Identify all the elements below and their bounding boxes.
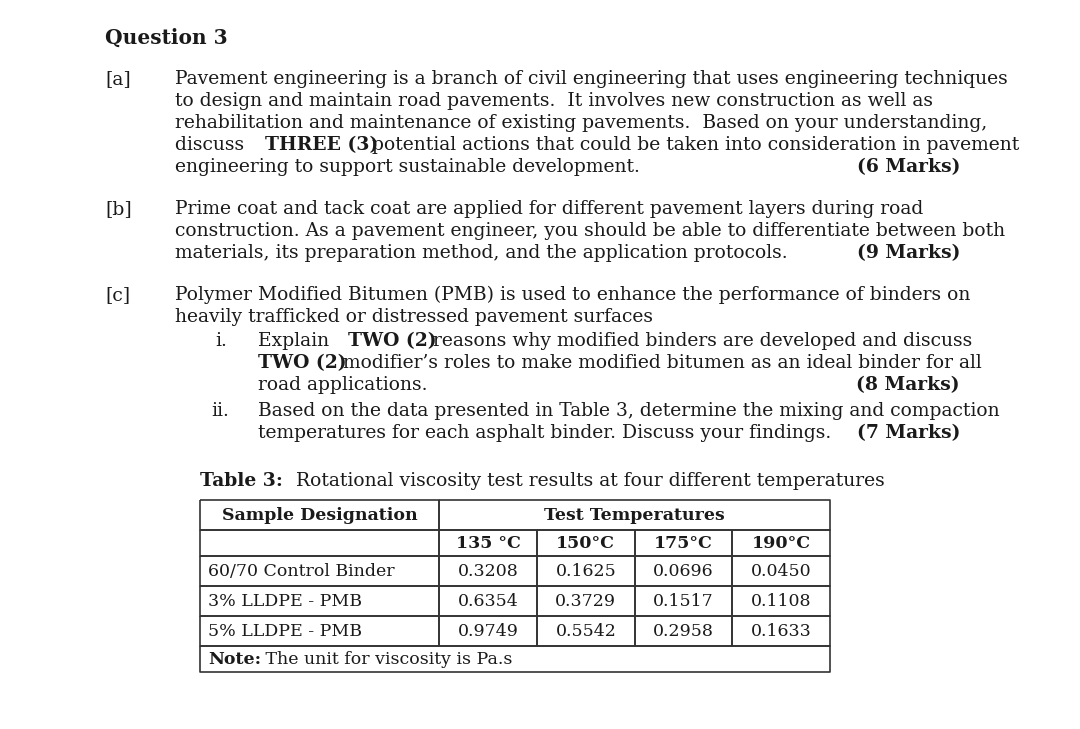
Text: engineering to support sustainable development.: engineering to support sustainable devel… (175, 158, 639, 176)
Text: potential actions that could be taken into consideration in pavement: potential actions that could be taken in… (366, 136, 1020, 154)
Text: Pavement engineering is a branch of civil engineering that uses engineering tech: Pavement engineering is a branch of civi… (175, 70, 1008, 88)
Text: TWO (2): TWO (2) (348, 332, 436, 350)
Text: rehabilitation and maintenance of existing pavements.  Based on your understandi: rehabilitation and maintenance of existi… (175, 114, 987, 132)
Text: THREE (3): THREE (3) (265, 136, 378, 154)
Text: (8 Marks): (8 Marks) (856, 376, 960, 394)
Text: TWO (2): TWO (2) (258, 354, 347, 372)
Text: construction. As a pavement engineer, you should be able to differentiate betwee: construction. As a pavement engineer, yo… (175, 222, 1005, 240)
Text: Note:: Note: (208, 650, 261, 668)
Text: Rotational viscosity test results at four different temperatures: Rotational viscosity test results at fou… (291, 472, 885, 490)
Text: 0.0696: 0.0696 (653, 563, 714, 580)
Text: modifier’s roles to make modified bitumen as an ideal binder for all: modifier’s roles to make modified bitume… (337, 354, 982, 372)
Text: 0.1625: 0.1625 (555, 563, 617, 580)
Text: 135 °C: 135 °C (456, 534, 521, 552)
Text: discuss: discuss (175, 136, 251, 154)
Text: (7 Marks): (7 Marks) (856, 424, 960, 442)
Text: 3% LLDPE - PMB: 3% LLDPE - PMB (208, 593, 362, 609)
Text: 0.6354: 0.6354 (458, 593, 518, 609)
Text: 0.9749: 0.9749 (458, 623, 518, 639)
Text: Table 3:: Table 3: (200, 472, 283, 490)
Text: (9 Marks): (9 Marks) (856, 244, 960, 262)
Text: 0.2958: 0.2958 (653, 623, 714, 639)
Text: 60/70 Control Binder: 60/70 Control Binder (208, 563, 394, 580)
Text: i.: i. (215, 332, 227, 350)
Text: Explain: Explain (258, 332, 335, 350)
Text: to design and maintain road pavements.  It involves new construction as well as: to design and maintain road pavements. I… (175, 92, 933, 110)
Text: Prime coat and tack coat are applied for different pavement layers during road: Prime coat and tack coat are applied for… (175, 200, 923, 218)
Text: road applications.: road applications. (258, 376, 428, 394)
Text: [b]: [b] (105, 200, 132, 218)
Text: 175°C: 175°C (654, 534, 713, 552)
Text: materials, its preparation method, and the application protocols.: materials, its preparation method, and t… (175, 244, 787, 262)
Text: 0.3208: 0.3208 (458, 563, 518, 580)
Text: [c]: [c] (105, 286, 130, 304)
Text: 150°C: 150°C (556, 534, 616, 552)
Text: 0.1517: 0.1517 (653, 593, 714, 609)
Text: 0.5542: 0.5542 (555, 623, 617, 639)
Text: temperatures for each asphalt binder. Discuss your findings.: temperatures for each asphalt binder. Di… (258, 424, 832, 442)
Text: The unit for viscosity is Pa.s: The unit for viscosity is Pa.s (260, 650, 512, 668)
Text: heavily trafficked or distressed pavement surfaces: heavily trafficked or distressed pavemen… (175, 308, 653, 326)
Text: 0.1633: 0.1633 (751, 623, 811, 639)
Text: Polymer Modified Bitumen (PMB) is used to enhance the performance of binders on: Polymer Modified Bitumen (PMB) is used t… (175, 286, 970, 304)
Text: ii.: ii. (211, 402, 229, 420)
Text: 0.3729: 0.3729 (555, 593, 617, 609)
Text: Based on the data presented in Table 3, determine the mixing and compaction: Based on the data presented in Table 3, … (258, 402, 1000, 420)
Text: 0.0450: 0.0450 (751, 563, 811, 580)
Text: Sample Designation: Sample Designation (221, 507, 418, 523)
Text: 0.1108: 0.1108 (751, 593, 811, 609)
Text: 190°C: 190°C (752, 534, 811, 552)
Text: [a]: [a] (105, 70, 131, 88)
Text: reasons why modified binders are developed and discuss: reasons why modified binders are develop… (427, 332, 972, 350)
Text: (6 Marks): (6 Marks) (856, 158, 960, 176)
Text: Test Temperatures: Test Temperatures (544, 507, 725, 523)
Text: Question 3: Question 3 (105, 28, 228, 48)
Text: 5% LLDPE - PMB: 5% LLDPE - PMB (208, 623, 362, 639)
